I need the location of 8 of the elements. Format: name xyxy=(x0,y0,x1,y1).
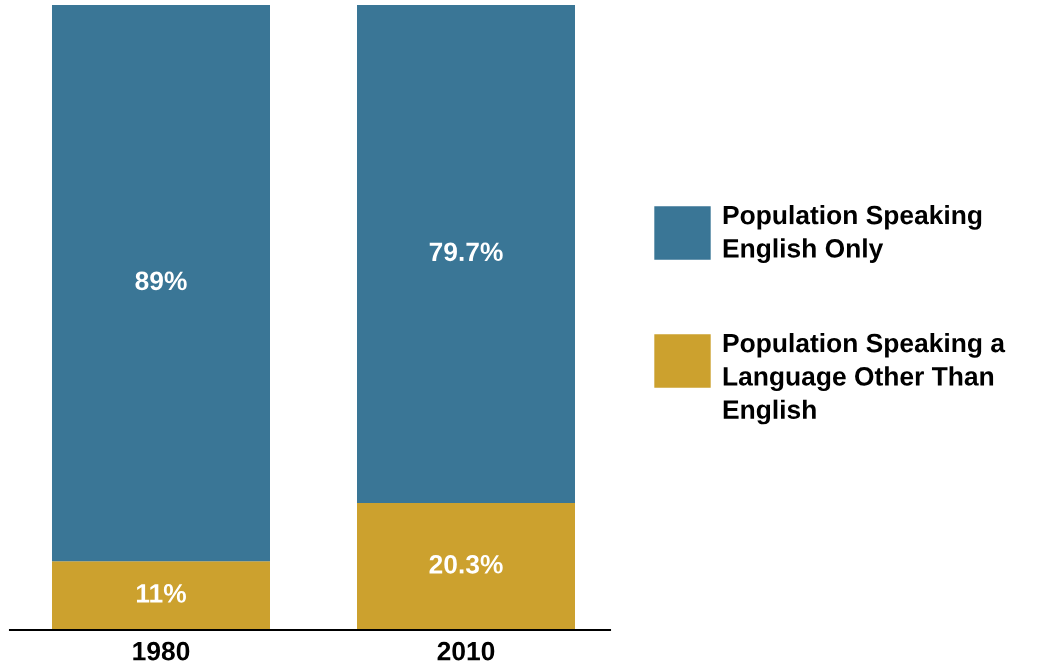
data-label: 89% xyxy=(135,271,187,291)
legend-label: Population Speaking English Only xyxy=(723,205,982,264)
x-tick-label: 2010 xyxy=(437,641,495,661)
x-tick-label: 1980 xyxy=(133,641,190,661)
data-label: 11% xyxy=(136,584,186,603)
data-label: 20.3% xyxy=(429,554,503,574)
legend-label: Population Speaking a Language Other Than English xyxy=(723,333,1006,425)
data-label: 79.7% xyxy=(429,242,503,262)
